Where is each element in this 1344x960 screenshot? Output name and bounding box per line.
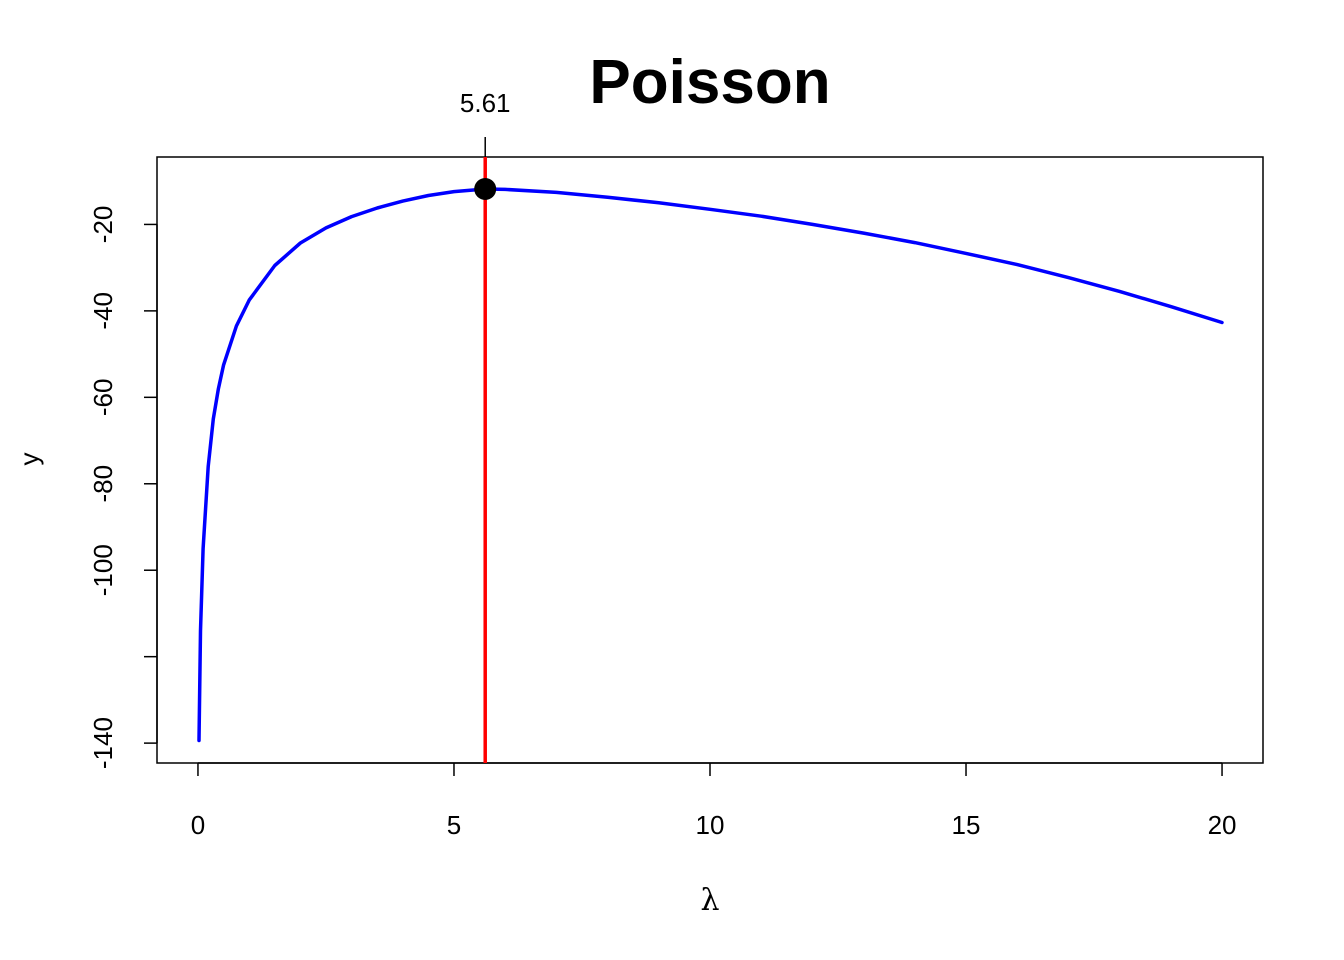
chart-title: Poisson xyxy=(589,48,830,117)
x-tick-label: 5 xyxy=(447,810,461,840)
y-tick-label: -40 xyxy=(88,292,118,330)
x-axis-label: λ xyxy=(700,883,719,918)
y-tick-label: -80 xyxy=(88,465,118,503)
y-tick-label: -140 xyxy=(88,717,118,769)
y-axis-label: y xyxy=(14,453,44,466)
x-tick-label: 10 xyxy=(696,810,725,840)
y-tick-label: -100 xyxy=(88,544,118,596)
y-tick-label: -60 xyxy=(88,379,118,417)
x-tick-label: 20 xyxy=(1208,810,1237,840)
x-tick-label: 0 xyxy=(191,810,205,840)
x-tick-label: 15 xyxy=(952,810,981,840)
y-tick-label: -20 xyxy=(88,206,118,244)
plot-frame xyxy=(156,156,1264,764)
series-line xyxy=(197,187,1224,743)
plot-layer: 0 5 10 15 20 -140 -100 -80 -60 -40 -20 5.61 xyxy=(88,88,1264,840)
max-point xyxy=(474,177,497,200)
max-label: 5.61 xyxy=(460,88,511,118)
